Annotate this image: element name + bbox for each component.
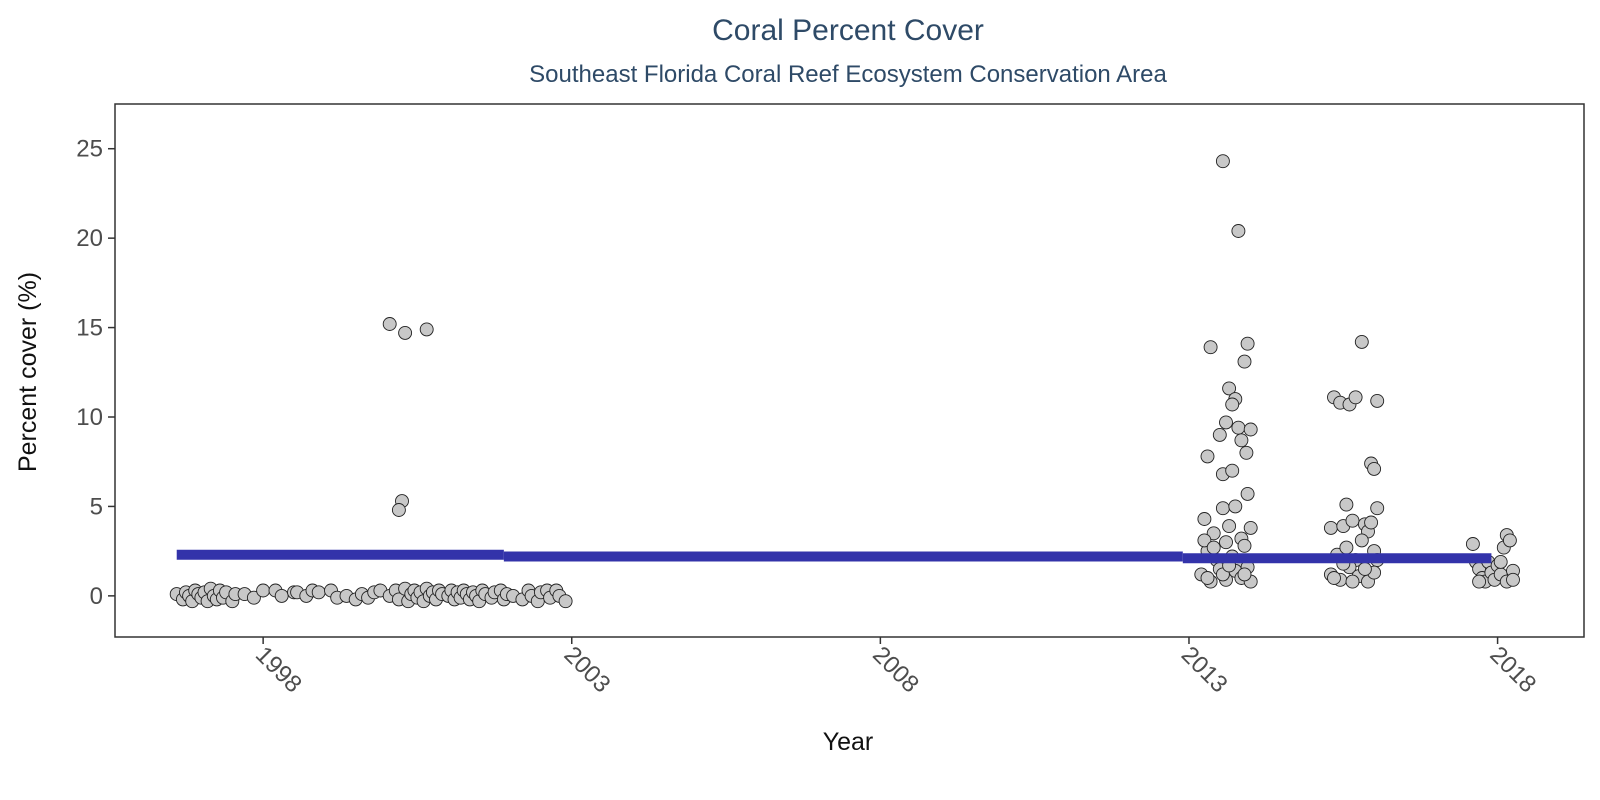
data-point	[1197, 512, 1212, 526]
data-point	[1354, 334, 1369, 349]
data-point	[1206, 526, 1221, 541]
data-point	[1222, 381, 1237, 396]
data-point	[391, 503, 406, 517]
data-point	[1345, 574, 1360, 589]
data-point	[558, 594, 573, 609]
data-point	[1370, 501, 1385, 516]
data-point	[1200, 571, 1215, 585]
x-tick-label: 2018	[1484, 641, 1541, 698]
data-point	[1472, 574, 1487, 589]
data-point	[1367, 461, 1382, 476]
data-point	[1239, 445, 1254, 460]
data-point	[1206, 540, 1221, 555]
chart-subtitle: Southeast Florida Coral Reef Ecosystem C…	[529, 61, 1167, 88]
data-point	[419, 322, 434, 337]
data-point	[256, 583, 271, 598]
data-point	[382, 317, 397, 331]
data-point	[1348, 390, 1363, 405]
x-tick-label: 2008	[867, 641, 924, 698]
y-tick-label: 25	[76, 136, 103, 163]
data-point	[1225, 463, 1240, 478]
y-tick-label: 5	[90, 493, 103, 520]
data-point	[1237, 567, 1252, 582]
data-point	[1493, 554, 1508, 569]
data-point	[246, 590, 261, 605]
data-point	[1212, 427, 1227, 442]
data-point	[1231, 420, 1246, 435]
data-point	[1237, 538, 1252, 553]
data-point	[1357, 562, 1372, 576]
data-point	[1370, 393, 1385, 408]
data-point	[1339, 497, 1354, 512]
chart-title: Coral Percent Cover	[712, 14, 984, 47]
data-point	[1215, 501, 1230, 516]
x-tick-label: 1998	[250, 641, 307, 698]
data-point	[311, 585, 326, 600]
data-point	[1243, 520, 1258, 535]
data-point	[1237, 354, 1252, 369]
y-tick-label: 0	[90, 583, 103, 610]
y-tick-label: 10	[76, 404, 103, 431]
data-point	[1200, 449, 1215, 464]
y-tick-label: 20	[76, 225, 103, 252]
data-point	[1364, 515, 1379, 530]
y-axis: 0 5 10 15 20 25	[76, 136, 115, 610]
data-point	[1234, 433, 1249, 448]
data-point	[1240, 486, 1255, 501]
trend-line	[176, 549, 1492, 564]
data-point	[1506, 572, 1520, 587]
data-point	[1197, 533, 1212, 548]
data-point	[1219, 535, 1233, 550]
data-point	[1228, 499, 1243, 514]
data-point	[1354, 533, 1369, 548]
data-point	[1465, 537, 1480, 551]
data-point	[1203, 340, 1218, 355]
data-point	[1219, 415, 1233, 430]
y-axis-label: Percent cover (%)	[14, 272, 42, 472]
data-point	[1222, 519, 1237, 534]
data-point	[398, 325, 413, 340]
data-point	[1339, 540, 1354, 555]
data-point	[1243, 422, 1258, 437]
y-tick-label: 15	[76, 315, 103, 342]
data-point	[1225, 397, 1240, 412]
data-point	[1327, 571, 1341, 585]
data-point	[274, 588, 289, 603]
data-point	[1215, 154, 1230, 169]
data-point	[1502, 533, 1517, 548]
data-point	[1323, 520, 1338, 535]
x-axis-label: Year	[823, 728, 874, 756]
data-point	[1345, 513, 1360, 528]
x-tick-label: 2003	[559, 641, 616, 698]
x-tick-label: 2013	[1176, 641, 1233, 698]
data-point	[1231, 224, 1246, 238]
data-point	[1240, 336, 1255, 351]
x-axis: 1998 2003 2008 2013 2018	[250, 637, 1541, 698]
